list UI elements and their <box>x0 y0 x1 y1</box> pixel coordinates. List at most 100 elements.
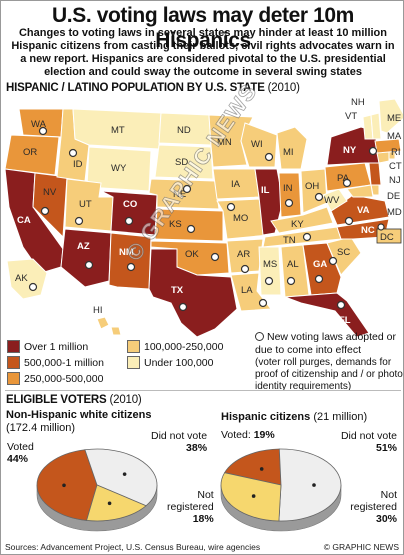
state-NM <box>108 232 152 290</box>
state-SD <box>154 144 214 180</box>
h-not-registered-text-2: registered <box>350 501 397 513</box>
h-voted-text: Voted: <box>221 429 251 441</box>
label-AZ: AZ <box>77 241 90 252</box>
nh-voted-label: Voted 44% <box>7 441 34 465</box>
label-SC: SC <box>337 247 350 258</box>
h-not-registered-label: Not registered 30% <box>345 489 397 525</box>
state-CO <box>100 190 158 236</box>
law-note-lead: New voting laws adopted or due to come i… <box>255 331 396 356</box>
label-NJ: NJ <box>389 175 401 186</box>
pie-leader-dot <box>312 483 316 487</box>
label-FL: FL <box>339 315 351 326</box>
state-NJ <box>368 162 382 186</box>
legend-swatch <box>7 340 20 353</box>
state-NV <box>32 172 68 239</box>
nh-not-registered-text-1: Not <box>197 489 214 501</box>
law-marker-CO <box>124 216 134 226</box>
law-marker-CA <box>40 206 50 216</box>
state-IL <box>254 168 284 236</box>
label-IL: IL <box>261 185 270 196</box>
law-marker-NE <box>182 184 192 194</box>
hispanic-title-text: Hispanic citizens <box>221 411 311 423</box>
pie-leader-dot <box>122 472 127 476</box>
label-GA: GA <box>313 259 327 270</box>
legend-swatch <box>127 356 140 369</box>
pie-leader-dot <box>251 494 256 498</box>
label-WY: WY <box>111 163 127 174</box>
label-IA: IA <box>231 179 241 190</box>
credit-text: © GRAPHIC NEWS <box>323 542 399 552</box>
state-GA <box>302 242 342 296</box>
label-DC: DC <box>380 232 394 243</box>
h-did-not-vote-text: Did not vote <box>340 430 397 442</box>
nh-not-registered-value: 18% <box>192 513 214 525</box>
nh-did-not-vote-value: 38% <box>186 442 208 454</box>
state-NH <box>370 112 382 140</box>
law-marker-PA <box>342 178 352 188</box>
label-KY: KY <box>291 219 304 230</box>
label-LA: LA <box>241 285 253 296</box>
label-OK: OK <box>185 249 199 260</box>
footer: Sources: Advancement Project, U.S. Censu… <box>5 542 401 552</box>
us-map-svg: .s { stroke:#ffffff; stroke-width:1; } .… <box>4 97 403 338</box>
pie-slice-did-not-vote <box>278 448 342 522</box>
voters-section-year: (2010) <box>109 394 142 406</box>
legend-swatch <box>127 340 140 353</box>
label-ID: ID <box>73 159 83 170</box>
state-HI <box>96 316 110 330</box>
nh-not-registered-label: Not registered 18% <box>167 489 214 525</box>
label-KS: KS <box>169 219 182 230</box>
label-PA: PA <box>337 173 350 184</box>
label-MS: MS <box>263 259 277 270</box>
label-MD: MD <box>387 207 402 218</box>
pie-leader-dot <box>107 501 112 506</box>
non-hispanic-subtitle: (172.4 million) <box>6 422 76 434</box>
law-marker-NH <box>368 146 378 156</box>
law-marker-WI <box>264 152 274 162</box>
h-did-not-vote-value: 51% <box>375 442 397 454</box>
law-marker-FL <box>336 300 346 310</box>
legend-item-100k-250k: 100,000-250,000 <box>127 340 223 353</box>
voters-section-title: ELIGIBLE VOTERS (2010) <box>6 394 142 406</box>
hispanic-subtitle: (21 million) <box>313 411 368 423</box>
state-MD <box>346 184 374 198</box>
law-marker-OH <box>314 192 324 202</box>
non-hispanic-title: Non-Hispanic white citizens (172.4 milli… <box>6 409 151 435</box>
legend-swatch <box>7 372 20 385</box>
state-ME <box>378 98 403 134</box>
map-section-title: HISPANIC / LATINO POPULATION BY U.S. STA… <box>6 82 300 94</box>
hispanic-title: Hispanic citizens (21 million) <box>221 411 367 424</box>
label-OR: OR <box>23 147 37 158</box>
legend-item-over-1m: Over 1 million <box>7 340 88 353</box>
label-AR: AR <box>237 249 250 260</box>
label-WV: WV <box>324 195 340 206</box>
law-marker-KS <box>186 224 196 234</box>
law-marker-MS <box>264 276 274 286</box>
page-title: U.S. voting laws may deter 10m Hispanics <box>52 4 354 52</box>
label-NE: NE <box>173 189 186 200</box>
label-RI: RI <box>391 147 401 158</box>
label-IN: IN <box>283 183 293 194</box>
law-marker-AL <box>286 276 296 286</box>
law-note: New voting laws adopted or due to come i… <box>255 331 403 393</box>
label-SD: SD <box>175 157 188 168</box>
nh-not-registered-text-2: registered <box>167 501 214 513</box>
label-AL: AL <box>287 259 299 270</box>
h-voted-value: 19% <box>253 429 275 441</box>
legend: Over 1 million 500,000-1 million 250,000… <box>7 340 257 386</box>
label-WA: WA <box>31 119 47 130</box>
label-UT: UT <box>79 199 92 210</box>
state-KS <box>154 208 224 242</box>
state-MN <box>208 114 254 168</box>
state-HI-2 <box>110 326 122 336</box>
h-not-registered-value: 30% <box>375 513 397 525</box>
legend-item-under-100k: Under 100,000 <box>127 356 213 369</box>
nh-voted-text: Voted <box>7 441 34 453</box>
law-marker-ID <box>68 148 78 158</box>
law-marker-TX <box>178 302 188 312</box>
h-voted-label: Voted: 19% <box>221 429 275 441</box>
state-MI <box>276 126 308 170</box>
law-note-detail: (voter roll purges, demands for proof of… <box>255 357 403 392</box>
label-NC: NC <box>361 225 375 236</box>
